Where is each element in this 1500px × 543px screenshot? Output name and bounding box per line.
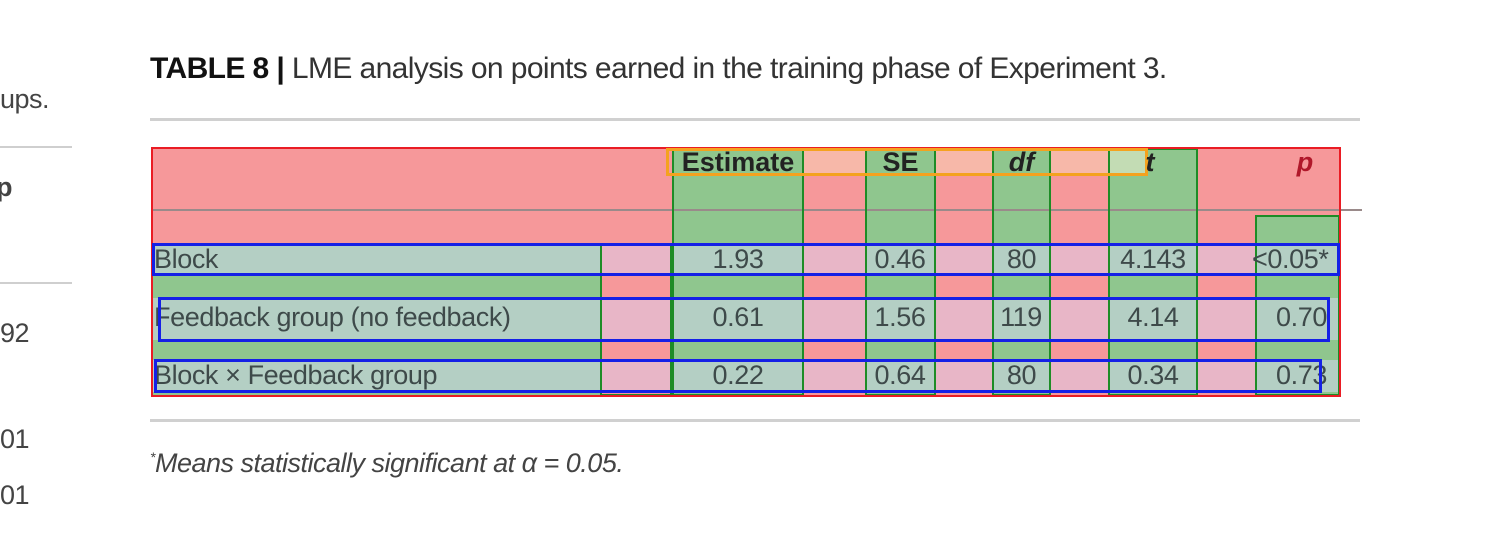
table-footnote: *Means statistically significant at α = … (150, 448, 624, 479)
overlay-teal (1108, 298, 1198, 340)
overlay-pink (1198, 244, 1255, 275)
estimate-cell: 1.93 (712, 244, 764, 274)
column-header-p: p (1296, 147, 1314, 177)
overlay-teal (672, 244, 804, 275)
overlay-teal (865, 360, 936, 392)
column-header-se: SE (882, 147, 919, 177)
overlay-teal (1255, 244, 1340, 275)
overlay-pink (600, 298, 672, 340)
left-fragment: 92 (0, 318, 30, 348)
overlay-pink (936, 298, 992, 340)
overlay-pink (936, 360, 992, 392)
overlay-pink (600, 244, 672, 275)
footnote-text: Means statistically significant at α = 0… (154, 448, 624, 478)
overlay-salmon (804, 150, 865, 174)
column-header-df: df (1008, 147, 1035, 177)
overlay-pink (936, 244, 992, 275)
left-rule (0, 146, 72, 148)
column-header-t: t (1145, 147, 1155, 177)
header-rule (152, 209, 1362, 211)
footnote-marker: * (150, 449, 155, 465)
table-label: TABLE 8 (150, 52, 269, 85)
row-box (152, 243, 1340, 276)
table-caption: TABLE 8 | LME analysis on points earned … (150, 52, 1167, 86)
overlay-pink (804, 298, 865, 340)
overlay-salmon (1051, 150, 1108, 174)
overlay-teal-row (152, 298, 600, 340)
row-box (158, 297, 1330, 342)
caption-separator: | (276, 52, 285, 85)
term-cell: Feedback group (no feedback) (154, 302, 511, 332)
left-fragment: 01 (0, 424, 30, 454)
overlay-salmon (936, 150, 992, 174)
overlay-teal (672, 298, 804, 340)
t-cell: 4.14 (1127, 302, 1179, 332)
overlay-teal-row (152, 244, 600, 275)
overlay-pink (1051, 298, 1108, 340)
top-rule (150, 118, 1360, 121)
overlay-teal (865, 298, 936, 340)
overlay-teal (1255, 298, 1340, 340)
overlay-teal (992, 360, 1051, 392)
caption-text: LME analysis on points earned in the tra… (291, 52, 1167, 85)
bottom-rule (150, 419, 1360, 422)
t-cell: 0.34 (1127, 360, 1179, 390)
term-cell: Block (154, 244, 219, 274)
p-cell: <0.05* (1252, 244, 1329, 274)
term-cell: Block × Feedback group (154, 360, 438, 390)
overlay-teal (992, 298, 1051, 340)
overlay-pink (804, 360, 865, 392)
se-cell: 0.46 (874, 244, 926, 274)
row-box (154, 359, 1322, 393)
column-header-estimate: Estimate (681, 147, 795, 177)
overlay-pink (1198, 360, 1255, 392)
overlay-teal (1255, 360, 1340, 392)
estimate-cell: 0.61 (712, 302, 764, 332)
p-cell: 0.73 (1276, 360, 1327, 390)
se-cell: 0.64 (874, 360, 926, 390)
left-fragment: 01 (0, 480, 30, 510)
overlay-teal-row (152, 360, 600, 392)
overlay-teal (992, 244, 1051, 275)
overlay-pink (1198, 298, 1255, 340)
overlay-pink (1051, 360, 1108, 392)
df-cell: 80 (1006, 360, 1037, 390)
overlay-teal (672, 360, 804, 392)
left-fragment: ups. (0, 84, 50, 114)
p-cell: 0.70 (1276, 302, 1327, 332)
header-box (666, 148, 1148, 176)
se-cell: 1.56 (874, 302, 926, 332)
left-rule (0, 282, 72, 284)
df-cell: 80 (1006, 244, 1037, 274)
overlay-pink (600, 360, 672, 392)
estimate-cell: 0.22 (712, 360, 764, 390)
overlay-teal (1108, 244, 1198, 275)
t-cell: 4.143 (1120, 244, 1186, 274)
overlay-pink (804, 244, 865, 275)
left-fragment: p (0, 172, 13, 202)
overlay-teal (865, 244, 936, 275)
overlay-teal (1108, 360, 1198, 392)
df-cell: 119 (1000, 302, 1042, 332)
overlay-lightgreen (1108, 150, 1148, 174)
overlay-pink (1051, 244, 1108, 275)
